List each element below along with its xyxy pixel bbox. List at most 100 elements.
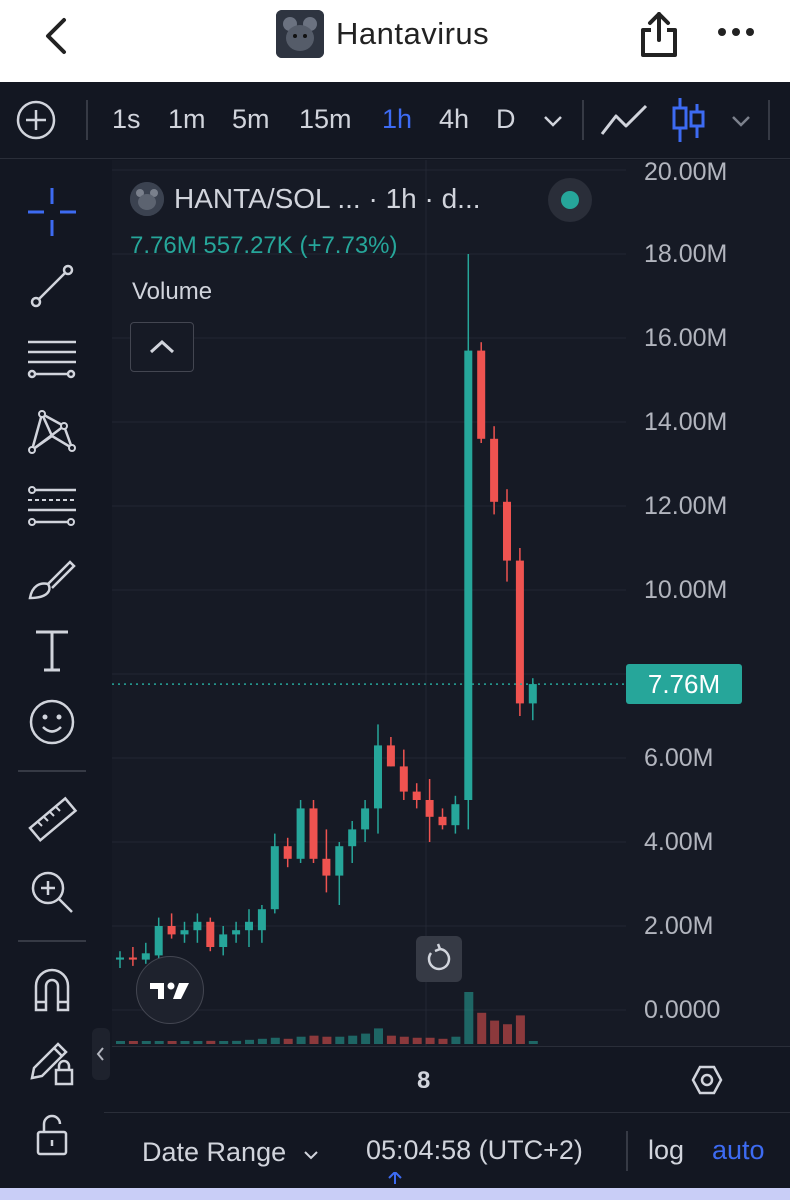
zoom-in-icon[interactable] [24, 864, 80, 920]
lock-drawings-icon[interactable] [24, 1034, 80, 1090]
price-axis[interactable]: 20.00M 18.00M 16.00M 14.00M 12.00M 10.00… [626, 158, 790, 1046]
candle-body [361, 808, 370, 830]
emoji-icon[interactable] [24, 694, 80, 750]
toolbar-divider [86, 100, 88, 140]
candles-chart-icon[interactable] [670, 96, 706, 144]
tradingview-logo-icon[interactable] [136, 956, 204, 1024]
toolbar-divider [18, 770, 86, 772]
candle-body [167, 926, 176, 935]
last-price-label: 7.76M [626, 664, 742, 704]
y-tick-label: 16.00M [644, 324, 728, 352]
reset-chart-icon[interactable] [416, 936, 462, 982]
trend-line-icon[interactable] [24, 258, 80, 314]
symbol-avatar [130, 182, 164, 216]
volume-bar [515, 1015, 525, 1044]
volume-bar [141, 1041, 151, 1044]
auto-scale-toggle[interactable]: auto [712, 1135, 765, 1165]
volume-bar [193, 1041, 203, 1044]
volume-bar [399, 1036, 409, 1044]
collapse-legend-button[interactable] [130, 322, 194, 372]
chart-footer: Date Range 05:04:58 (UTC+2) log auto [104, 1112, 790, 1189]
crosshair-icon[interactable] [24, 184, 80, 240]
candle-body [245, 921, 253, 931]
text-tool-icon[interactable] [24, 622, 80, 678]
y-tick-label: 18.00M [644, 240, 728, 268]
line-chart-icon[interactable] [600, 102, 648, 138]
pattern-icon[interactable] [24, 404, 80, 460]
volume-bar [503, 1024, 512, 1044]
candle-body [477, 350, 486, 439]
candle-body [335, 846, 344, 876]
candle-body [412, 791, 421, 800]
volume-indicator-label[interactable]: Volume [132, 278, 213, 305]
token-avatar [276, 10, 324, 58]
candle-body [232, 930, 241, 935]
chart-type-dropdown-icon[interactable] [730, 114, 752, 128]
timeframe-15m[interactable]: 15m [299, 104, 352, 134]
fibonacci-icon[interactable] [24, 478, 80, 534]
share-icon[interactable] [638, 12, 680, 58]
timezone-clock[interactable]: 05:04:58 (UTC+2) [366, 1135, 583, 1165]
volume-bar [245, 1039, 254, 1044]
settings-icon[interactable] [690, 1063, 724, 1097]
candle-body [528, 684, 537, 704]
volume-bar [322, 1036, 332, 1044]
market-status-indicator[interactable] [548, 178, 592, 222]
log-scale-toggle[interactable]: log [648, 1135, 685, 1165]
timeframe-dropdown-icon[interactable] [542, 114, 564, 128]
add-symbol-icon[interactable] [16, 100, 56, 140]
timeframe-1h[interactable]: 1h [382, 104, 413, 134]
volume-bar [412, 1037, 422, 1044]
candle-body [399, 766, 408, 792]
candle-body [451, 804, 460, 826]
date-range-dropdown[interactable]: Date Range [142, 1137, 320, 1168]
y-tick-label: 10.00M [644, 576, 728, 604]
candle-body [490, 438, 499, 502]
chart-legend[interactable]: HANTA/SOL ... · 1h · d... [130, 182, 481, 216]
timeframe-4h[interactable]: 4h [439, 104, 470, 134]
volume-bar [490, 1020, 500, 1044]
scroll-marker-icon [388, 1172, 402, 1184]
volume-bar [283, 1038, 293, 1044]
volume-bar [335, 1036, 345, 1044]
candle-body [270, 846, 279, 910]
time-axis[interactable]: 8 [112, 1046, 790, 1113]
volume-bar [348, 1035, 358, 1044]
volume-bar [464, 992, 474, 1044]
bottom-indicator-strip [0, 1172, 790, 1200]
timeframe-1s[interactable]: 1s [112, 104, 141, 134]
y-tick-label: 0.0000 [644, 996, 721, 1024]
timeframe-5m[interactable]: 5m [232, 104, 270, 134]
symbol-title: HANTA/SOL ... · 1h · d... [174, 183, 481, 214]
candle-body [374, 745, 382, 809]
candle-body [116, 957, 124, 960]
volume-bar [528, 1041, 538, 1044]
candle-body [206, 921, 215, 947]
volume-bar [154, 1041, 164, 1044]
candle-body [219, 934, 228, 947]
toolbar-divider [582, 100, 584, 140]
collapse-toolbar-button[interactable] [92, 1028, 110, 1080]
candle-body [296, 808, 305, 859]
horizontal-lines-icon[interactable] [24, 330, 80, 386]
candle-body [425, 800, 434, 817]
date-range-label: Date Range [142, 1137, 287, 1167]
brush-icon[interactable] [24, 552, 80, 608]
magnet-icon[interactable] [24, 962, 80, 1018]
candle-body [438, 816, 447, 826]
candle-body [322, 858, 331, 876]
unlock-icon[interactable] [24, 1106, 80, 1162]
toolbar-divider [18, 940, 86, 942]
timeframe-d[interactable]: D [496, 104, 516, 134]
ruler-icon[interactable] [24, 792, 80, 848]
volume-bar [116, 1041, 125, 1044]
candle-body [154, 926, 163, 956]
timeframe-1m[interactable]: 1m [168, 104, 206, 134]
volume-bar [309, 1035, 319, 1044]
volume-bar [270, 1037, 280, 1044]
chevron-down-icon [303, 1151, 318, 1160]
footer-divider [626, 1131, 628, 1171]
chart-pane[interactable] [112, 160, 626, 1046]
more-options-icon[interactable] [716, 22, 756, 42]
back-icon[interactable] [38, 16, 78, 56]
